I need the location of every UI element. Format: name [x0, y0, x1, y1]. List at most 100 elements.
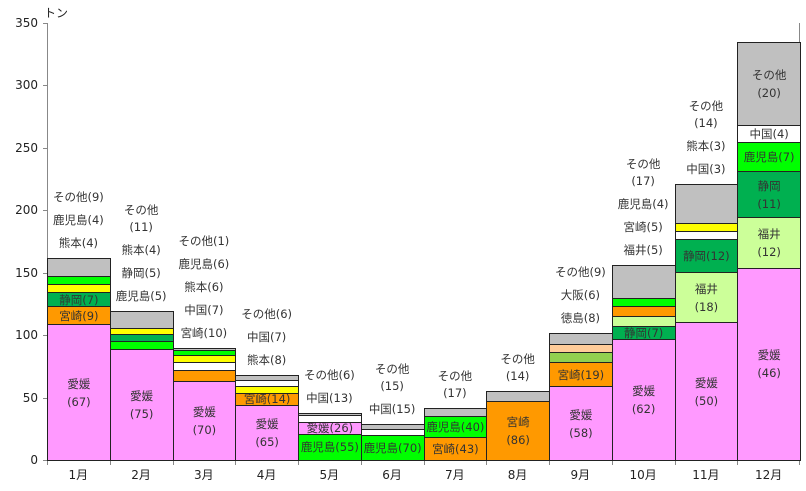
bar-segment: 宮崎(9)	[47, 306, 111, 326]
bar-segment: 宮崎 (86)	[486, 400, 550, 461]
x-tick-label: 1月	[68, 468, 89, 482]
data-label: 鹿児島(4)	[617, 197, 669, 212]
data-label: 中国(15)	[368, 401, 416, 416]
above-bar-labels: その他 (15) 中国(15)	[361, 361, 424, 418]
data-label: 熊本(4)	[58, 235, 99, 250]
segment-label: 中国(4)	[749, 127, 789, 142]
bar-segment	[109, 341, 174, 350]
data-label: その他(1)	[178, 233, 230, 248]
y-tick-label: 50	[22, 390, 38, 405]
y-tick-label: 300	[15, 78, 38, 93]
bar-segment	[298, 412, 362, 417]
segment-label: その他 (20)	[751, 68, 787, 101]
bar-segment: 愛媛 (70)	[172, 381, 237, 461]
data-label: その他(6)	[303, 367, 355, 382]
y-tick-mark	[43, 397, 47, 399]
bar-segment	[674, 222, 739, 232]
y-tick-mark	[43, 272, 47, 274]
bar-segment: 愛媛 (46)	[737, 267, 801, 461]
data-label: 熊本(8)	[246, 353, 287, 368]
data-label: その他 (14)	[500, 352, 535, 384]
above-bar-labels: その他(6) 中国(7) 熊本(8)	[235, 306, 298, 369]
bar-segment: その他 (20)	[737, 41, 801, 127]
data-label: その他 (11)	[123, 203, 159, 235]
bar-segment: 宮崎(19)	[549, 361, 613, 388]
x-tick-mark	[47, 460, 48, 465]
bar-segment: 鹿児島(7)	[737, 142, 801, 173]
bar-segment	[611, 306, 676, 317]
bar-segment	[611, 298, 676, 308]
bar-segment: 福井 (18)	[674, 272, 739, 324]
data-label: 中国(7)	[246, 330, 287, 345]
y-tick-mark	[43, 335, 47, 337]
above-bar-labels: その他(6) 中国(13)	[298, 367, 361, 407]
segment-label: 鹿児島(55)	[300, 440, 359, 455]
bar-segment	[47, 257, 111, 277]
bar-segment: 愛媛 (58)	[549, 386, 613, 461]
above-bar-labels: その他 (14)	[486, 351, 549, 385]
bar-segment	[109, 333, 174, 343]
segment-label: 宮崎 (86)	[506, 414, 530, 447]
x-tick-label: 6月	[382, 468, 402, 482]
segment-label: 鹿児島(7)	[743, 150, 795, 165]
bar-segment	[172, 362, 237, 372]
bar-segment: 愛媛 (75)	[109, 348, 174, 461]
x-tick-mark	[423, 460, 425, 465]
data-label: 鹿児島(4)	[52, 212, 104, 227]
segment-label: 愛媛 (75)	[129, 388, 154, 421]
bar-segment: 愛媛(26)	[298, 421, 362, 435]
bar-segment: 静岡 (11)	[737, 171, 801, 219]
data-label: 熊本(4)	[121, 243, 161, 258]
bar-segment: 鹿児島(55)	[298, 433, 362, 461]
x-tick-mark	[799, 460, 800, 465]
y-tick-label: 250	[15, 140, 38, 155]
bar-segment	[172, 355, 237, 364]
x-tick-mark	[737, 460, 739, 465]
above-bar-labels: その他(9) 大阪(6) 徳島(8)	[549, 264, 612, 327]
segment-label: 愛媛 (65)	[255, 416, 279, 449]
data-label: その他 (17)	[437, 368, 473, 400]
above-bar-labels: その他(1) 鹿児島(6) 熊本(6) 中国(7) 宮崎(10)	[173, 233, 236, 342]
data-label: その他 (14)	[688, 99, 724, 131]
data-label: その他(9)	[554, 264, 606, 279]
y-tick-label: 100	[15, 328, 38, 343]
segment-label: 静岡(7)	[59, 292, 99, 307]
y-tick-mark	[43, 147, 47, 149]
bar-segment: 愛媛 (50)	[674, 322, 739, 461]
bar-segment: 愛媛 (67)	[47, 324, 111, 461]
segment-label: 鹿児島(40)	[426, 420, 485, 435]
segment-label: 愛媛 (70)	[192, 405, 217, 438]
bar-segment: 愛媛 (62)	[611, 339, 676, 461]
bar-segment	[611, 265, 676, 300]
above-bar-labels: その他(9) 鹿児島(4) 熊本(4)	[47, 189, 110, 252]
y-tick-label: 200	[15, 203, 38, 218]
data-label: 宮崎(5)	[623, 220, 663, 235]
segment-label: 宮崎(19)	[557, 367, 605, 382]
bar-segment: 静岡(12)	[674, 239, 739, 274]
data-label: 鹿児島(6)	[178, 256, 230, 271]
x-tick-label: 8月	[507, 468, 528, 482]
segment-label: 愛媛 (50)	[694, 375, 719, 408]
data-label: 福井(5)	[623, 243, 663, 258]
bar-segment	[674, 184, 739, 224]
bar-segment	[109, 311, 174, 329]
segment-label: 愛媛 (67)	[67, 376, 91, 409]
x-tick-mark	[298, 460, 299, 465]
above-bar-labels: その他 (17)	[424, 368, 487, 402]
x-tick-label: 2月	[131, 468, 151, 482]
bar-segment	[47, 275, 111, 285]
x-tick-label: 12月	[754, 468, 783, 482]
data-label: 熊本(6)	[184, 279, 224, 294]
data-label: 鹿児島(5)	[115, 289, 167, 304]
segment-label: 愛媛 (58)	[569, 407, 593, 440]
y-tick-mark	[43, 85, 47, 87]
bar-segment	[486, 391, 550, 402]
x-tick-mark	[360, 460, 362, 465]
segment-label: 宮崎(14)	[243, 392, 291, 407]
bar-segment	[235, 380, 299, 388]
bar-segment	[298, 415, 362, 423]
y-tick-mark	[43, 210, 47, 212]
data-label: 静岡(5)	[121, 266, 161, 281]
bar-segment: 鹿児島(40)	[423, 416, 488, 439]
